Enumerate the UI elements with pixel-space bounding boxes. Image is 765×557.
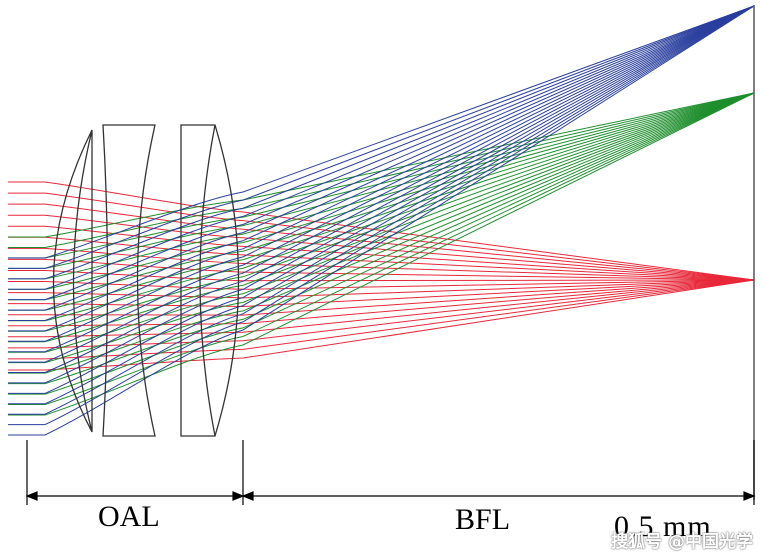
oal-label: OAL bbox=[98, 500, 160, 533]
green-ray bbox=[8, 92, 755, 332]
blue-ray bbox=[8, 5, 755, 259]
scale-label: 0.5 mm bbox=[614, 510, 712, 543]
green-ray bbox=[8, 92, 755, 238]
blue-ray bbox=[8, 5, 755, 311]
green-ray bbox=[8, 92, 755, 343]
blue-ray bbox=[8, 5, 755, 290]
green-ray bbox=[8, 92, 755, 301]
watermark: 搜狐号 @中国光学 bbox=[611, 532, 753, 552]
green-ray bbox=[8, 92, 755, 395]
blue-ray bbox=[8, 5, 755, 415]
blue-ray bbox=[8, 5, 755, 332]
green-ray bbox=[8, 92, 755, 364]
bfl-label: BFL bbox=[455, 503, 511, 536]
oal-arrow-right bbox=[232, 491, 245, 501]
red-ray bbox=[8, 279, 755, 338]
blue-ray bbox=[8, 5, 755, 301]
red-ray bbox=[8, 236, 755, 281]
blue-ray bbox=[8, 5, 755, 363]
green-ray bbox=[8, 92, 755, 322]
blue-ray bbox=[8, 5, 755, 405]
green-ray bbox=[8, 92, 755, 416]
dimension-lines bbox=[25, 440, 756, 505]
green-ray bbox=[8, 92, 755, 290]
red-ray bbox=[8, 247, 755, 281]
blue-ray bbox=[8, 5, 755, 426]
green-ray bbox=[8, 92, 755, 259]
lens-elements bbox=[52, 124, 240, 437]
green-ray bbox=[8, 92, 755, 405]
blue-ray bbox=[8, 5, 755, 342]
blue-ray bbox=[8, 5, 755, 384]
green-ray bbox=[8, 92, 755, 311]
blue-ray bbox=[8, 5, 755, 373]
bfl-arrow-left bbox=[241, 491, 254, 501]
red-ray bbox=[8, 279, 755, 290]
red-ray bbox=[8, 279, 755, 327]
green-ray bbox=[8, 92, 755, 385]
lens-2-biconcave bbox=[102, 124, 156, 437]
blue-ray bbox=[8, 5, 755, 269]
blue-ray bbox=[8, 5, 755, 280]
ray-bundles bbox=[8, 5, 755, 436]
red-ray bbox=[8, 225, 755, 281]
lens-1-meniscus bbox=[52, 129, 93, 433]
green-ray bbox=[8, 92, 755, 248]
bfl-arrow-right bbox=[743, 491, 756, 501]
blue-ray bbox=[8, 5, 755, 321]
green-ray bbox=[8, 92, 755, 374]
blue-ray bbox=[8, 5, 755, 436]
blue-ray bbox=[8, 5, 755, 394]
red-ray bbox=[8, 279, 755, 371]
red-ray bbox=[8, 279, 755, 299]
lens-3-plano-convex bbox=[180, 124, 240, 437]
oal-arrow-left bbox=[25, 491, 38, 501]
